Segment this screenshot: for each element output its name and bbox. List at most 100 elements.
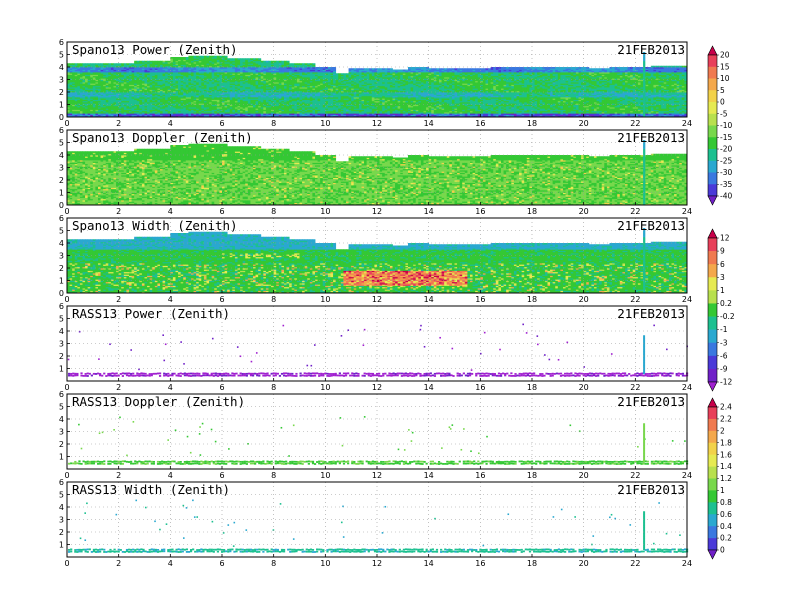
heat-cell [131, 88, 135, 90]
heat-cell [100, 108, 104, 110]
heat-cell [110, 109, 114, 112]
heat-cell [307, 63, 311, 65]
heat-cell [100, 74, 104, 77]
heat-cell [160, 104, 163, 107]
heat-cell [154, 104, 158, 107]
heat-cell [175, 104, 179, 107]
heat-cell [131, 113, 135, 115]
heat-cell [157, 92, 161, 94]
heat-cell [141, 77, 145, 79]
heat-cell [294, 63, 298, 65]
heat-cell [147, 83, 151, 85]
heat-cell [85, 100, 89, 103]
heat-cell [188, 74, 192, 77]
heat-cell [134, 113, 138, 115]
heat-cell [82, 98, 86, 100]
heat-cell [82, 100, 86, 103]
heat-cell [82, 65, 86, 68]
heat-cell [154, 80, 158, 83]
heat-cell [162, 77, 166, 79]
heat-cell [144, 114, 148, 117]
heat-cell [165, 104, 169, 107]
heat-cell [136, 98, 140, 100]
heat-cell [103, 79, 107, 82]
heat-cell [167, 109, 171, 112]
heat-cell [77, 100, 81, 103]
heat-cell [139, 107, 143, 109]
heat-cell [193, 70, 197, 73]
heat-cell [82, 107, 86, 109]
heat-cell [129, 95, 132, 98]
heat-cell [103, 64, 107, 67]
heat-cell [180, 67, 184, 69]
heat-cell [154, 72, 158, 74]
heat-cell [108, 97, 112, 99]
heat-cell [69, 65, 73, 68]
heat-cell [77, 94, 81, 97]
heat-cell [136, 108, 140, 110]
heat-cell [185, 93, 189, 95]
heat-cell [100, 79, 104, 82]
heat-cell [95, 75, 99, 78]
heat-cell [165, 97, 169, 99]
heat-cell [67, 82, 70, 84]
heat-cell [82, 77, 86, 79]
heat-cell [185, 94, 189, 97]
heat-cell [103, 72, 107, 74]
heat-cell [108, 92, 112, 94]
heat-cell [191, 97, 194, 99]
heat-cell [98, 110, 101, 113]
heat-cell [144, 87, 148, 89]
heat-cell [136, 110, 140, 113]
heat-cell [139, 95, 143, 98]
heat-cell [72, 64, 76, 67]
heat-cell [92, 103, 96, 105]
heat-cell [167, 102, 171, 104]
heat-cell [113, 95, 117, 98]
heat-cell [185, 84, 189, 87]
heat-cell [178, 58, 182, 60]
heat-cell [90, 110, 94, 113]
heat-cell [87, 85, 91, 88]
heat-cell [162, 70, 166, 73]
heat-cell [154, 108, 158, 110]
heat-cell [103, 87, 107, 89]
heat-cell [98, 112, 101, 114]
heat-cell [139, 85, 143, 88]
heat-cell [72, 92, 76, 94]
heat-cell [92, 69, 96, 72]
heat-cell [170, 93, 174, 95]
heat-cell [188, 99, 192, 102]
heat-cell [92, 78, 96, 80]
heat-cell [147, 94, 151, 97]
heat-cell [160, 87, 163, 89]
heat-cell [123, 64, 127, 67]
heat-cell [157, 80, 161, 83]
heat-cell [95, 102, 99, 104]
heat-cell [185, 85, 189, 88]
heat-cell [141, 102, 145, 104]
heat-cell [178, 108, 182, 110]
heat-cell [85, 68, 89, 70]
heat-cell [191, 79, 194, 82]
heat-cell [149, 82, 153, 84]
heat-cell [188, 89, 192, 92]
heat-cell [154, 69, 158, 72]
heat-cell [188, 94, 192, 97]
heat-cell [116, 90, 120, 93]
heat-cell [116, 102, 120, 104]
heat-cell [273, 60, 277, 63]
heat-cell [191, 73, 194, 75]
heat-cell [157, 98, 161, 100]
heat-cell [157, 108, 161, 110]
heat-cell [178, 67, 182, 69]
heat-cell [116, 109, 120, 112]
heat-cell [147, 78, 151, 80]
heat-cell [113, 70, 117, 73]
heat-cell [69, 90, 73, 93]
heat-cell [85, 114, 89, 117]
heat-cell [116, 79, 120, 82]
heat-cell [165, 90, 169, 93]
heat-cell [172, 90, 176, 93]
heat-cell [72, 77, 76, 79]
